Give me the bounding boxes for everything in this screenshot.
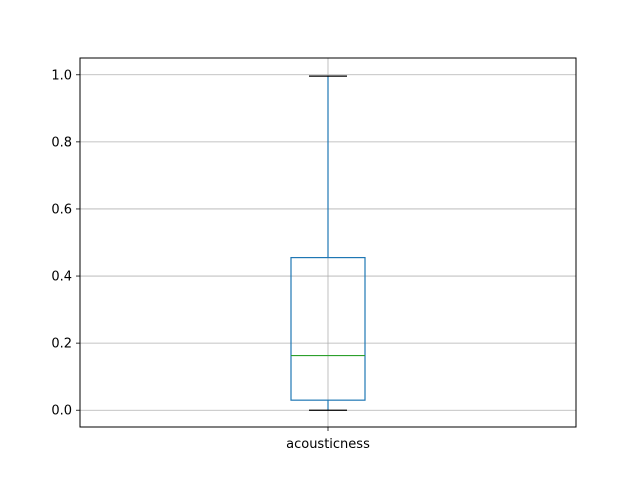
iqr-box xyxy=(290,256,366,401)
y-tick-label: 0.6 xyxy=(51,202,72,217)
plot-marks xyxy=(290,75,366,411)
axis-ticks: 0.0 0.2 0.4 0.6 0.8 1.0 acousticness xyxy=(51,68,370,452)
y-tick-label: 0.8 xyxy=(51,135,72,150)
y-tick-label: 0.0 xyxy=(51,404,72,419)
y-tick-label: 0.2 xyxy=(51,337,72,352)
y-tick-label: 0.4 xyxy=(51,270,72,285)
x-tick-label: acousticness xyxy=(286,437,370,452)
y-tick-label: 1.0 xyxy=(51,68,72,83)
